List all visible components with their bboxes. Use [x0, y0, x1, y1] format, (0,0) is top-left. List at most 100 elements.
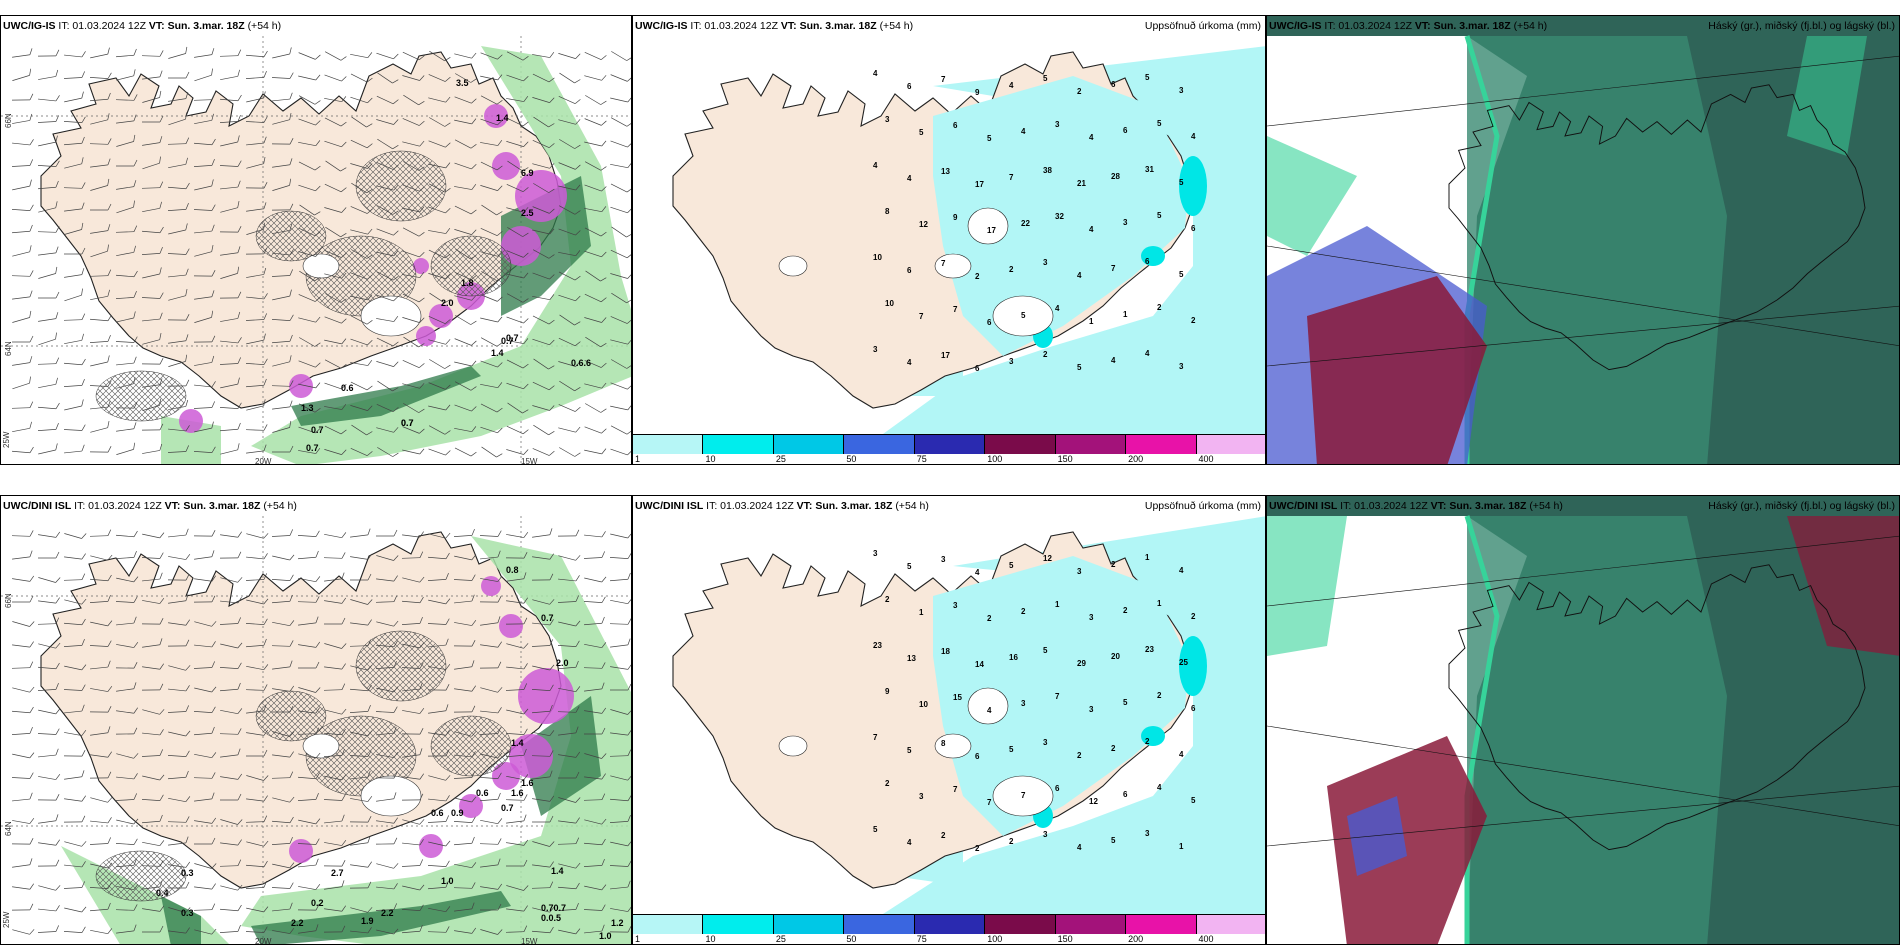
precip-value-label: 0.9	[451, 808, 464, 818]
precip-value-label: 0.6.6	[571, 358, 591, 368]
precip-amount-label: 5	[907, 562, 912, 571]
precip-amount-label: 29	[1077, 659, 1086, 668]
precip-amount-label: 7	[1009, 173, 1014, 182]
panel-variable-title: Uppsöfnuð úrkoma (mm)	[1144, 500, 1261, 512]
precip-amount-label: 4	[873, 161, 878, 170]
precip-amount-label: 3	[873, 345, 878, 354]
precip-amount-label: 5	[987, 134, 992, 143]
precip-value-label: 0.6	[431, 808, 444, 818]
precip-amount-label: 4	[1111, 356, 1116, 365]
colorbar-segment	[844, 915, 915, 934]
precip-amount-label: 3	[1043, 258, 1048, 267]
precip-amount-label: 2	[1077, 751, 1082, 760]
precip-amount-label: 6	[907, 82, 912, 91]
precip-value-label: 0.6	[341, 383, 354, 393]
precip-amount-label: 3	[1089, 613, 1094, 622]
precip-amount-label: 2	[885, 779, 890, 788]
panel-header: UWC/IG-IS IT: 01.03.2024 12Z VT: Sun. 3.…	[3, 20, 282, 32]
precip-amount-label: 2	[975, 844, 980, 853]
precip-value-label: 1.2	[611, 918, 624, 928]
wind-precip-map: 0.8 0.7 2.0 0.6 1.4 0.3 0.4 0.3 2.2 1.9 2.2 1.6 1.0 1…	[1, 496, 631, 944]
precip-amount-label: 8	[941, 739, 946, 748]
precip-amount-label: 16	[1009, 653, 1018, 662]
precip-amount-label: 4	[1077, 271, 1082, 280]
colorbar	[633, 434, 1265, 454]
colorbar-segment	[1126, 435, 1197, 454]
precip-amount-label: 5	[1191, 796, 1196, 805]
precip-amount-label: 7	[987, 798, 992, 807]
precip-amount-label: 2	[1077, 87, 1082, 96]
colorbar-segment	[633, 435, 704, 454]
precip-value-label: 1.9	[361, 916, 374, 926]
precip-amount-label: 2	[1021, 607, 1026, 616]
colorbar-tick-label: 10	[705, 934, 716, 944]
precip-amount-label: 3	[953, 601, 958, 610]
precip-amount-label: 4	[1179, 566, 1184, 575]
precip-amount-label: 3	[1089, 705, 1094, 714]
colorbar-tick-label: 400	[1198, 934, 1214, 944]
precip-amount-label: 4	[1157, 783, 1162, 792]
colorbar-segment	[985, 915, 1056, 934]
cloud-cover-map	[1267, 16, 1899, 464]
precip-amount-label: 2	[1191, 316, 1196, 325]
precip-amount-label: 3	[1145, 829, 1150, 838]
precip-amount-label: 4	[975, 568, 980, 577]
precip-amount-label: 3	[1179, 362, 1184, 371]
precip-amount-label: 3	[1179, 86, 1184, 95]
colorbar-tick-label: 150	[1057, 454, 1073, 464]
precip-amount-label: 2	[1111, 560, 1116, 569]
precip-value-label: 2.0	[556, 658, 569, 668]
precip-amount-label: 4	[1089, 133, 1094, 142]
precip-amount-label: 2	[1157, 691, 1162, 700]
colorbar-segment	[985, 435, 1056, 454]
colorbar-segment	[914, 915, 986, 934]
colorbar-tick-label: 200	[1128, 934, 1144, 944]
precip-value-label: 0.2	[311, 898, 324, 908]
panel-wind-top: UWC/IG-IS IT: 01.03.2024 12Z VT: Sun. 3.…	[0, 15, 632, 465]
precip-amount-label: 7	[1111, 264, 1116, 273]
precip-value-label: 0.7	[311, 425, 324, 435]
lon-label-20w: 20W	[255, 457, 272, 465]
lon-label-15w: 15W	[521, 457, 538, 465]
precip-amount-label: 4	[907, 174, 912, 183]
precip-amount-label: 1	[1179, 842, 1184, 851]
precip-value-label: 0.70.7	[541, 903, 566, 913]
precip-amount-label: 6	[1123, 790, 1128, 799]
precip-amount-label: 7	[1055, 692, 1060, 701]
precip-amount-label: 5	[1179, 270, 1184, 279]
precip-value-label: 0.3	[181, 908, 194, 918]
precip-value-label: 2.2	[291, 918, 304, 928]
precip-amount-label: 4	[873, 69, 878, 78]
precip-amount-label: 7	[873, 733, 878, 742]
colorbar-tick-label: 1	[635, 934, 641, 944]
precip-value-label: 0.0.5	[541, 913, 561, 923]
precip-amount-label: 6	[987, 318, 992, 327]
accumulated-precip-map: 4679452653356543465444131773821283158129…	[633, 16, 1265, 464]
precip-value-label: 0.7	[541, 613, 554, 623]
precip-amount-label: 3	[1077, 567, 1082, 576]
precip-amount-label: 5	[1043, 646, 1048, 655]
precip-amount-label: 4	[1077, 843, 1082, 852]
colorbar-tick-label: 1	[635, 454, 641, 464]
precip-amount-label: 28	[1111, 172, 1120, 181]
precip-amount-label: 3	[885, 115, 890, 124]
panel-precip-bottom: UWC/DINI ISL IT: 01.03.2024 12Z VT: Sun.…	[632, 495, 1266, 945]
precip-amount-label: 4	[1145, 349, 1150, 358]
lat-label-25w: 25W	[2, 431, 11, 448]
colorbar-segment	[633, 915, 704, 934]
precip-value-label: 1.4	[496, 113, 509, 123]
precip-amount-label: 7	[941, 75, 946, 84]
precip-amount-label: 12	[1089, 797, 1098, 806]
cloud-cover-map	[1267, 496, 1899, 944]
precip-value-label: 1.0	[599, 931, 612, 941]
colorbar-segment	[773, 435, 845, 454]
colorbar-tick-label: 50	[846, 934, 857, 944]
precip-amount-label: 9	[885, 687, 890, 696]
precip-value-label: 0.7	[506, 333, 519, 343]
lat-label-66n: 66N	[4, 113, 13, 128]
colorbar-tick-label: 10	[705, 454, 716, 464]
precip-amount-label: 1	[1145, 553, 1150, 562]
precip-amount-label: 6	[1191, 704, 1196, 713]
precip-amount-label: 5	[1145, 73, 1150, 82]
colorbar-segment	[844, 435, 915, 454]
